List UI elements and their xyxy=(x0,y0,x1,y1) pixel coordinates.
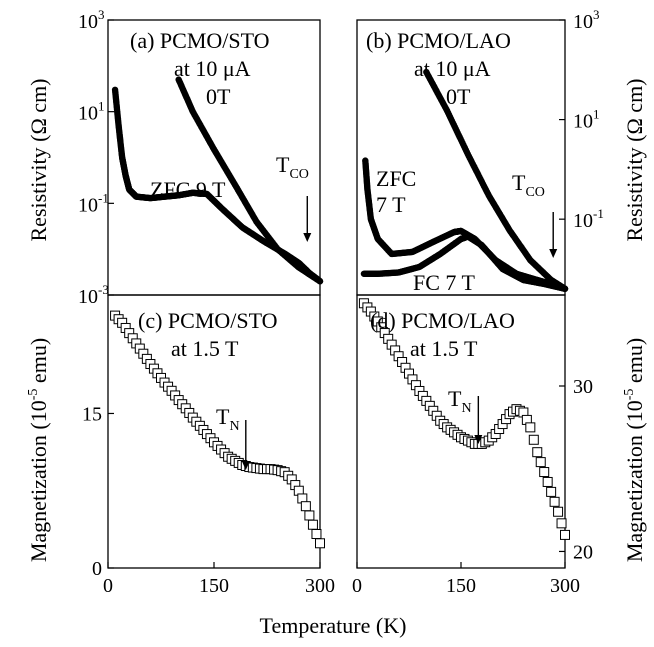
panel-b-tco-label: TCO xyxy=(512,170,545,200)
mag-tail: emu) xyxy=(622,338,647,389)
mag-main: Magnetization (10 xyxy=(622,400,647,562)
data-point-b xyxy=(561,285,569,292)
y-tick-label: 101 xyxy=(78,99,105,125)
x-tick-label: 150 xyxy=(446,575,476,597)
tn-arrow-c-head xyxy=(241,461,250,470)
panel-c-field: at 1.5 T xyxy=(171,336,239,361)
data-point-c xyxy=(304,510,315,521)
tco-main: T xyxy=(276,152,290,177)
panel-c-tn-label: TN xyxy=(216,404,240,434)
tn-main: T xyxy=(448,386,462,411)
panel-b-zfc-field: 7 T xyxy=(376,192,406,217)
data-point-d xyxy=(546,486,557,497)
panel-c-title: (c) PCMO/STO xyxy=(138,308,278,333)
data-point-d xyxy=(535,457,546,468)
tco-main: T xyxy=(512,170,526,195)
y-tick-label: 15 xyxy=(82,403,102,425)
y-tick-label: 103 xyxy=(78,7,105,33)
panel-a-tco-label: TCO xyxy=(276,152,309,182)
panel-a-field-0t: 0T xyxy=(206,84,231,109)
y-tick-label: 0 xyxy=(92,558,102,580)
panel-a-current: at 10 μA xyxy=(174,56,251,81)
panel-b-fc-label: FC 7 T xyxy=(413,270,476,295)
data-point-c xyxy=(311,529,322,540)
panel-frames: 0 150 300 0 150 300 103 101 10-1 10-3 103 101 10-1 0 1… xyxy=(78,7,604,597)
data-point-d xyxy=(560,529,570,540)
x-tick-label: 0 xyxy=(103,575,113,597)
y-tick-label: 10-3 xyxy=(78,282,109,308)
x-axis-label: Temperature (K) xyxy=(260,613,407,638)
y-label-magnetization-left: Magnetization (10-5 emu) xyxy=(26,338,51,562)
data-point-d xyxy=(542,476,553,487)
y-tick-label: 10-1 xyxy=(78,190,109,216)
data-point-c xyxy=(307,519,318,530)
panel-a-zfc-label: ZFC 9 T xyxy=(150,177,226,202)
panel-a-title: (a) PCMO/STO xyxy=(130,28,270,53)
tn-arrow-d-head xyxy=(474,435,483,444)
data-point-d xyxy=(553,506,564,517)
y-tick-label: 101 xyxy=(573,107,600,133)
data-point-c xyxy=(315,538,325,549)
data-marks xyxy=(110,68,570,549)
x-tick-label: 0 xyxy=(352,575,362,597)
data-point-d xyxy=(539,467,550,478)
mag-exp: -5 xyxy=(26,389,41,401)
tco-sub: CO xyxy=(289,167,308,182)
x-tick-label: 300 xyxy=(305,575,335,597)
data-point-d xyxy=(528,434,539,445)
x-tick-label: 150 xyxy=(199,575,229,597)
x-tick-label: 300 xyxy=(550,575,580,597)
y-tick-label: 103 xyxy=(573,7,600,33)
data-point-c xyxy=(300,501,311,512)
tco-sub: CO xyxy=(525,185,544,200)
panel-b-title: (b) PCMO/LAO xyxy=(366,28,511,53)
mag-main: Magnetization (10 xyxy=(26,400,51,562)
data-point-d xyxy=(525,422,536,433)
panel-b-current: at 10 μA xyxy=(414,56,491,81)
y-label-magnetization-right: Magnetization (10-5 emu) xyxy=(622,338,647,562)
tco-arrow-b-head xyxy=(549,249,558,258)
tn-sub: N xyxy=(461,401,471,416)
data-point-a xyxy=(316,278,324,285)
y-label-resistivity-right: Resistivity (Ω cm) xyxy=(622,78,647,241)
panel-b-field-0t: 0T xyxy=(446,84,471,109)
y-label-resistivity-left: Resistivity (Ω cm) xyxy=(26,78,51,241)
tn-sub: N xyxy=(229,419,239,434)
data-point-d xyxy=(532,447,543,458)
annotations xyxy=(241,196,558,470)
data-point-d xyxy=(549,496,560,507)
tco-arrow-a-head xyxy=(303,233,312,242)
mag-exp: -5 xyxy=(622,389,637,401)
panel-d-field: at 1.5 T xyxy=(410,336,478,361)
y-tick-label: 10-1 xyxy=(573,206,604,232)
panel-d-tn-label: TN xyxy=(448,386,472,416)
y-tick-label: 20 xyxy=(573,541,593,563)
mag-tail: emu) xyxy=(26,338,51,389)
y-tick-label: 30 xyxy=(573,376,593,398)
panel-d-title: (d) PCMO/LAO xyxy=(370,308,515,333)
tn-main: T xyxy=(216,404,230,429)
panel-b-zfc-label: ZFC xyxy=(376,166,416,191)
data-point-d xyxy=(556,518,567,529)
